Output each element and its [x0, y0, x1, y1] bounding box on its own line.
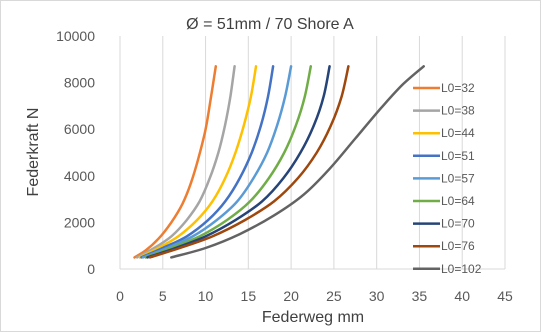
series-line-l0-32 — [133, 65, 218, 259]
legend-label: L0=76 — [441, 239, 475, 253]
series-line-l0-38 — [135, 65, 236, 259]
series-line-l0-51 — [140, 65, 275, 259]
legend-label: L0=32 — [441, 81, 475, 95]
x-tick-label: 0 — [116, 288, 124, 304]
y-axis-title: Federkraft N — [25, 108, 42, 197]
x-tick-label: 35 — [412, 288, 428, 304]
x-tick-label: 15 — [241, 288, 257, 304]
y-tick-label: 6000 — [64, 121, 95, 137]
axes — [119, 36, 505, 270]
tick-labels: 0 5 10 15 20 25 30 35 40 45 0 2000 4000 6000 8000 10000 — [56, 28, 513, 304]
x-tick-label: 45 — [497, 288, 513, 304]
series-lines — [133, 65, 425, 259]
x-tick-label: 10 — [198, 288, 214, 304]
series-line-l0-64 — [144, 65, 313, 259]
legend: L0=32 L0=38 L0=44 L0=51 L0=57 L0=64 L0=70 L0=76… — [413, 81, 482, 276]
y-tick-label: 2000 — [64, 214, 95, 230]
series-line-l0-102 — [170, 65, 425, 259]
y-tick-label: 4000 — [64, 168, 95, 184]
chart-title: Ø = 51mm / 70 Shore A — [186, 16, 354, 33]
x-tick-label: 25 — [326, 288, 342, 304]
series-line-l0-44 — [138, 65, 258, 259]
x-tick-label: 40 — [454, 288, 470, 304]
y-tick-label: 0 — [87, 261, 95, 277]
series-line-l0-70 — [146, 65, 331, 259]
legend-label: L0=70 — [441, 217, 475, 231]
legend-label: L0=57 — [441, 171, 475, 185]
legend-label: L0=51 — [441, 149, 475, 163]
x-tick-label: 30 — [369, 288, 385, 304]
x-tick-label: 5 — [159, 288, 167, 304]
legend-label: L0=64 — [441, 194, 475, 208]
legend-label: L0=44 — [441, 126, 475, 140]
x-axis-title: Federweg mm — [262, 309, 364, 326]
legend-label: L0=102 — [441, 262, 482, 276]
y-tick-label: 8000 — [64, 75, 95, 91]
grid-lines — [162, 36, 506, 269]
series-line-l0-57 — [141, 65, 293, 259]
legend-label: L0=38 — [441, 104, 475, 118]
y-tick-label: 10000 — [56, 28, 95, 44]
x-tick-label: 20 — [283, 288, 299, 304]
series-line-l0-76 — [148, 65, 350, 259]
